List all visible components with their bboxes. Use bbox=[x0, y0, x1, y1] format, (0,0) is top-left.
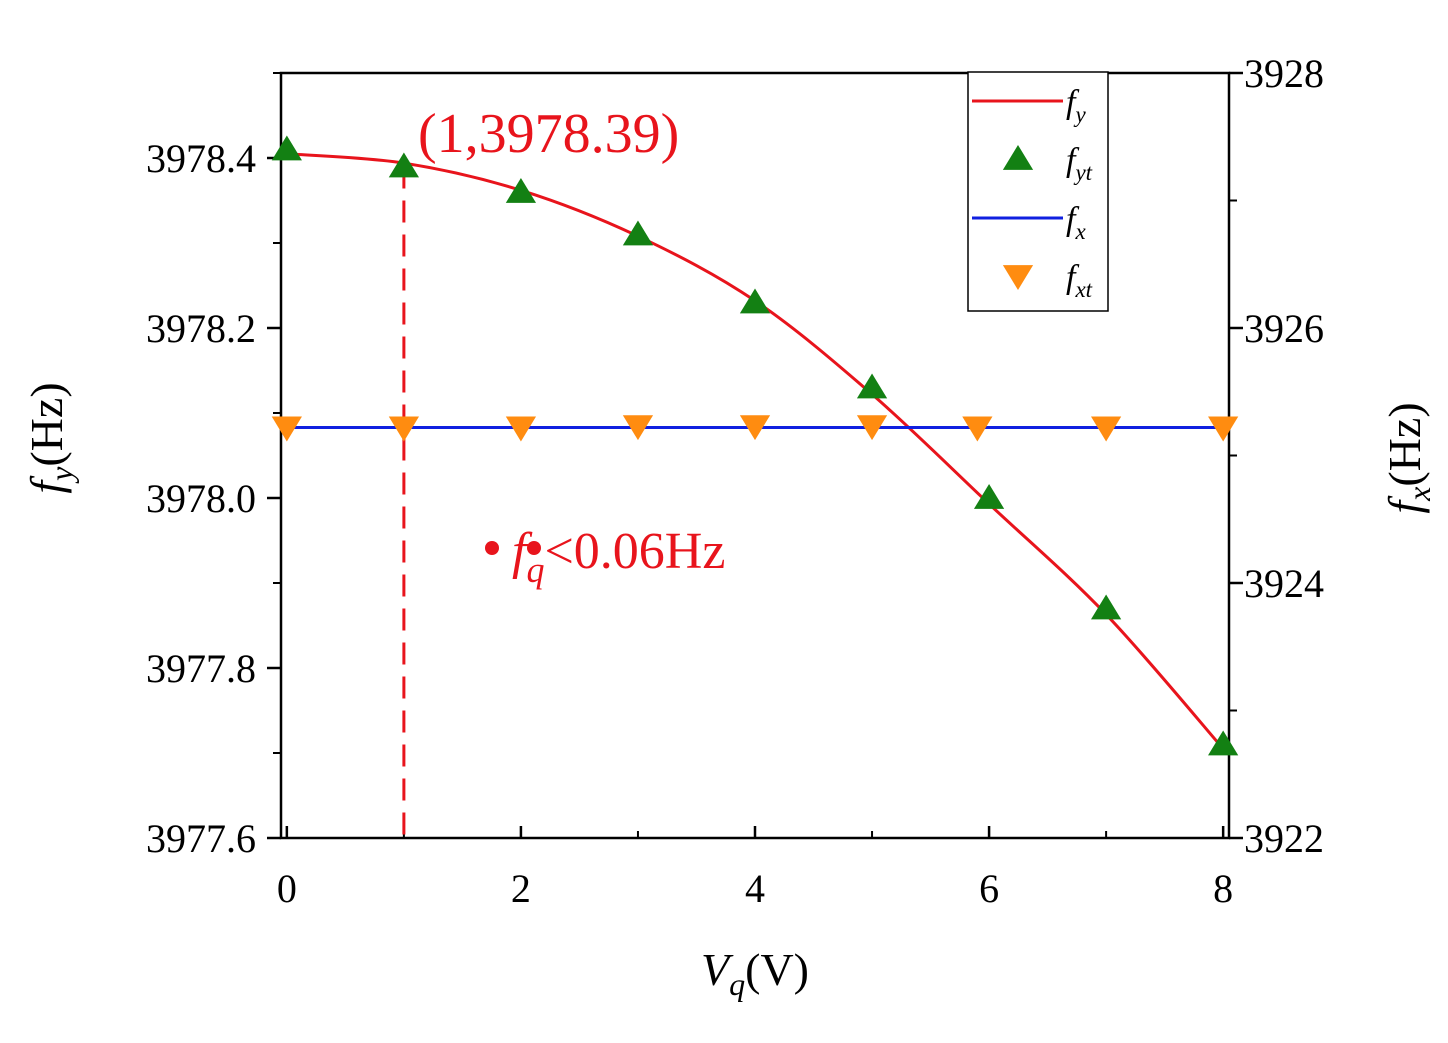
y-tick-label: 3978.0 bbox=[146, 476, 256, 521]
fyt-point bbox=[622, 220, 654, 246]
x-tick-label: 8 bbox=[1213, 866, 1233, 911]
x-tick-label: 2 bbox=[511, 866, 531, 911]
y2-tick-label: 3924 bbox=[1244, 561, 1324, 606]
fxt-point bbox=[1090, 416, 1122, 442]
y2-tick-label: 3926 bbox=[1244, 306, 1324, 351]
fxt-point bbox=[388, 416, 420, 442]
legend-swatch-marker bbox=[1002, 265, 1034, 290]
y-tick-label: 3978.2 bbox=[146, 306, 256, 351]
y-tick-label: 3977.8 bbox=[146, 646, 256, 691]
x-tick-label: 4 bbox=[745, 866, 765, 911]
fyt-point bbox=[271, 135, 302, 161]
fxt-point bbox=[856, 415, 888, 441]
note-dot bbox=[527, 541, 541, 555]
fy-curve bbox=[286, 152, 1225, 750]
note-bullet bbox=[485, 541, 499, 555]
fxt-point bbox=[962, 416, 993, 442]
fxt-point bbox=[1208, 416, 1239, 442]
fyt-point bbox=[1090, 594, 1122, 620]
x-tick-label: 6 bbox=[979, 866, 999, 911]
y-tick-label: 3977.6 bbox=[146, 816, 256, 861]
note-text: fq<0.06Hz bbox=[512, 523, 725, 590]
fxt-point bbox=[622, 415, 654, 441]
y2-tick-label: 3922 bbox=[1244, 816, 1324, 861]
y-tick-label: 3978.4 bbox=[146, 136, 256, 181]
legend-box bbox=[967, 71, 1109, 312]
x-axis-title: Vq(V) bbox=[701, 944, 809, 1002]
y-axis-title: fy(Hz) bbox=[21, 382, 79, 493]
fyt-point bbox=[388, 152, 420, 178]
fyt-point bbox=[1208, 730, 1239, 756]
fxt-point bbox=[271, 416, 302, 442]
point-label: (1,3978.39) bbox=[418, 103, 679, 165]
legend-swatch-marker bbox=[1002, 145, 1034, 170]
fyt-point bbox=[739, 288, 771, 314]
fyt-point bbox=[505, 178, 537, 203]
y2-axis-title: fx(Hz) bbox=[1379, 402, 1437, 513]
fxt-point bbox=[505, 416, 537, 442]
y2-tick-label: 3928 bbox=[1244, 51, 1324, 96]
x-tick-label: 0 bbox=[277, 866, 297, 911]
fxt-point bbox=[739, 415, 771, 441]
fyt-point bbox=[973, 484, 1005, 509]
fyt-point bbox=[856, 373, 888, 399]
